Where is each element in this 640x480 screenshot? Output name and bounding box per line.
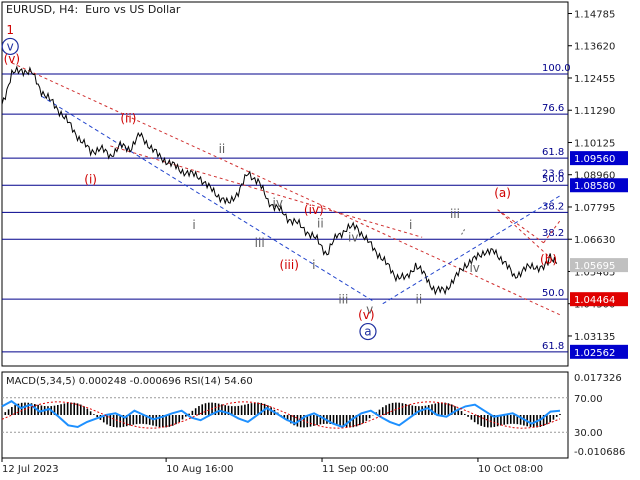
- time-tick-label: 10 Oct 08:00: [478, 464, 543, 475]
- time-tick-label: 11 Sep 00:00: [322, 464, 389, 475]
- wave-label: iii: [255, 236, 265, 250]
- fib-level-label: 61.8: [542, 147, 564, 158]
- wave-label: iii: [338, 293, 348, 307]
- title-separator: :: [74, 3, 79, 16]
- wave-label: i: [192, 218, 195, 232]
- wave-label: i: [409, 218, 412, 232]
- fib-level-label: 76.6: [542, 103, 564, 114]
- price-box: [570, 151, 628, 166]
- price-box-label: 1.05695: [574, 261, 615, 272]
- wave-projection-line: [497, 209, 544, 244]
- wave-label: v: [7, 39, 14, 53]
- rsi-line: [1, 400, 561, 429]
- wave-label: (a): [494, 186, 511, 200]
- wave-label: (v): [4, 52, 20, 66]
- time-tick-label: 10 Aug 16:00: [166, 464, 233, 475]
- channel-line-lower: [41, 95, 374, 302]
- wave-label: (i): [84, 172, 97, 186]
- price-tick-label: 1.03135: [574, 332, 615, 343]
- wave-label: ii: [416, 293, 423, 307]
- wave-label: (b): [540, 253, 557, 267]
- wave-label: v: [366, 302, 373, 316]
- indicator-tick-label: 30.00: [574, 428, 603, 439]
- indicator-tick-label: -0.010686: [574, 447, 625, 458]
- wave-label: ii: [317, 217, 324, 231]
- price-tick-label: 1.14785: [574, 9, 615, 20]
- wave-label: a: [364, 325, 371, 339]
- wave-label-circle: [1, 37, 19, 56]
- price-box: [570, 292, 628, 307]
- indicator-tick-label: 0.017326: [574, 373, 622, 384]
- fib-level-label: 23.6: [542, 169, 564, 180]
- fib-level-label: 38.2: [542, 228, 564, 239]
- price-series-line: [1, 65, 558, 296]
- macd-signal-line: [1, 401, 561, 429]
- wave-label: (ii): [120, 111, 136, 125]
- wave-label: (iii): [280, 258, 299, 272]
- price-tick-label: 1.05465: [574, 267, 615, 278]
- fib-level-label: 38.2: [542, 201, 564, 212]
- indicator-title: MACD(5,34,5) 0.000248 -0.000696 RSI(14) …: [6, 376, 253, 387]
- fib-level-label: 50.0: [542, 174, 564, 185]
- wave-label: iv: [272, 196, 282, 210]
- price-box: [570, 178, 628, 193]
- price-box: [570, 344, 628, 359]
- price-tick-label: 1.07795: [574, 203, 615, 214]
- symbol-timeframe: H4: [59, 3, 75, 16]
- wave-label-circle: [359, 322, 377, 341]
- wave-label: ii: [219, 142, 226, 156]
- price-box-label: 1.08580: [574, 181, 615, 192]
- symbol-description: Euro vs US Dollar: [85, 3, 181, 16]
- price-box-label: 1.09560: [574, 154, 615, 165]
- wave-projection-line: [461, 228, 466, 235]
- indicator-plot-frame: [1, 371, 569, 459]
- fib-level-label: 100.0: [542, 63, 571, 74]
- symbol-title: EURUSD, H4: Euro vs US Dollar: [6, 3, 180, 16]
- wave-label: iv: [469, 261, 479, 275]
- wave-label: (v): [358, 308, 374, 322]
- wave-label: i: [312, 258, 315, 272]
- wave-label: iv: [348, 230, 358, 244]
- price-box: [570, 258, 628, 273]
- indicator-tick-label: 70.00: [574, 394, 603, 405]
- price-tick-label: 1.10125: [574, 138, 615, 149]
- price-box-label: 1.04464: [574, 295, 615, 306]
- title-comma: ,: [52, 3, 60, 16]
- price-tick-label: 1.08960: [574, 171, 615, 182]
- fib-level-label: 61.8: [542, 341, 564, 352]
- fib-level-label: 50.0: [542, 288, 564, 299]
- wave-label: (iv): [304, 203, 324, 217]
- channel-line-upper: [11, 62, 561, 316]
- price-tick-label: 1.11290: [574, 106, 615, 117]
- price-tick-label: 1.13620: [574, 42, 615, 53]
- price-tick-label: 1.12455: [574, 74, 615, 85]
- price-tick-label: 1.06630: [574, 235, 615, 246]
- wave-projection-line: [543, 220, 561, 244]
- wave-label: iii: [450, 207, 460, 221]
- wave-label: 1: [6, 23, 14, 37]
- symbol-name: EURUSD: [6, 3, 53, 16]
- price-box-label: 1.02562: [574, 348, 615, 359]
- wave-projection-line: [497, 209, 558, 264]
- main-plot-frame: [1, 1, 569, 367]
- time-tick-label: 12 Jul 2023: [2, 464, 59, 475]
- channel-line-inner: [110, 145, 423, 238]
